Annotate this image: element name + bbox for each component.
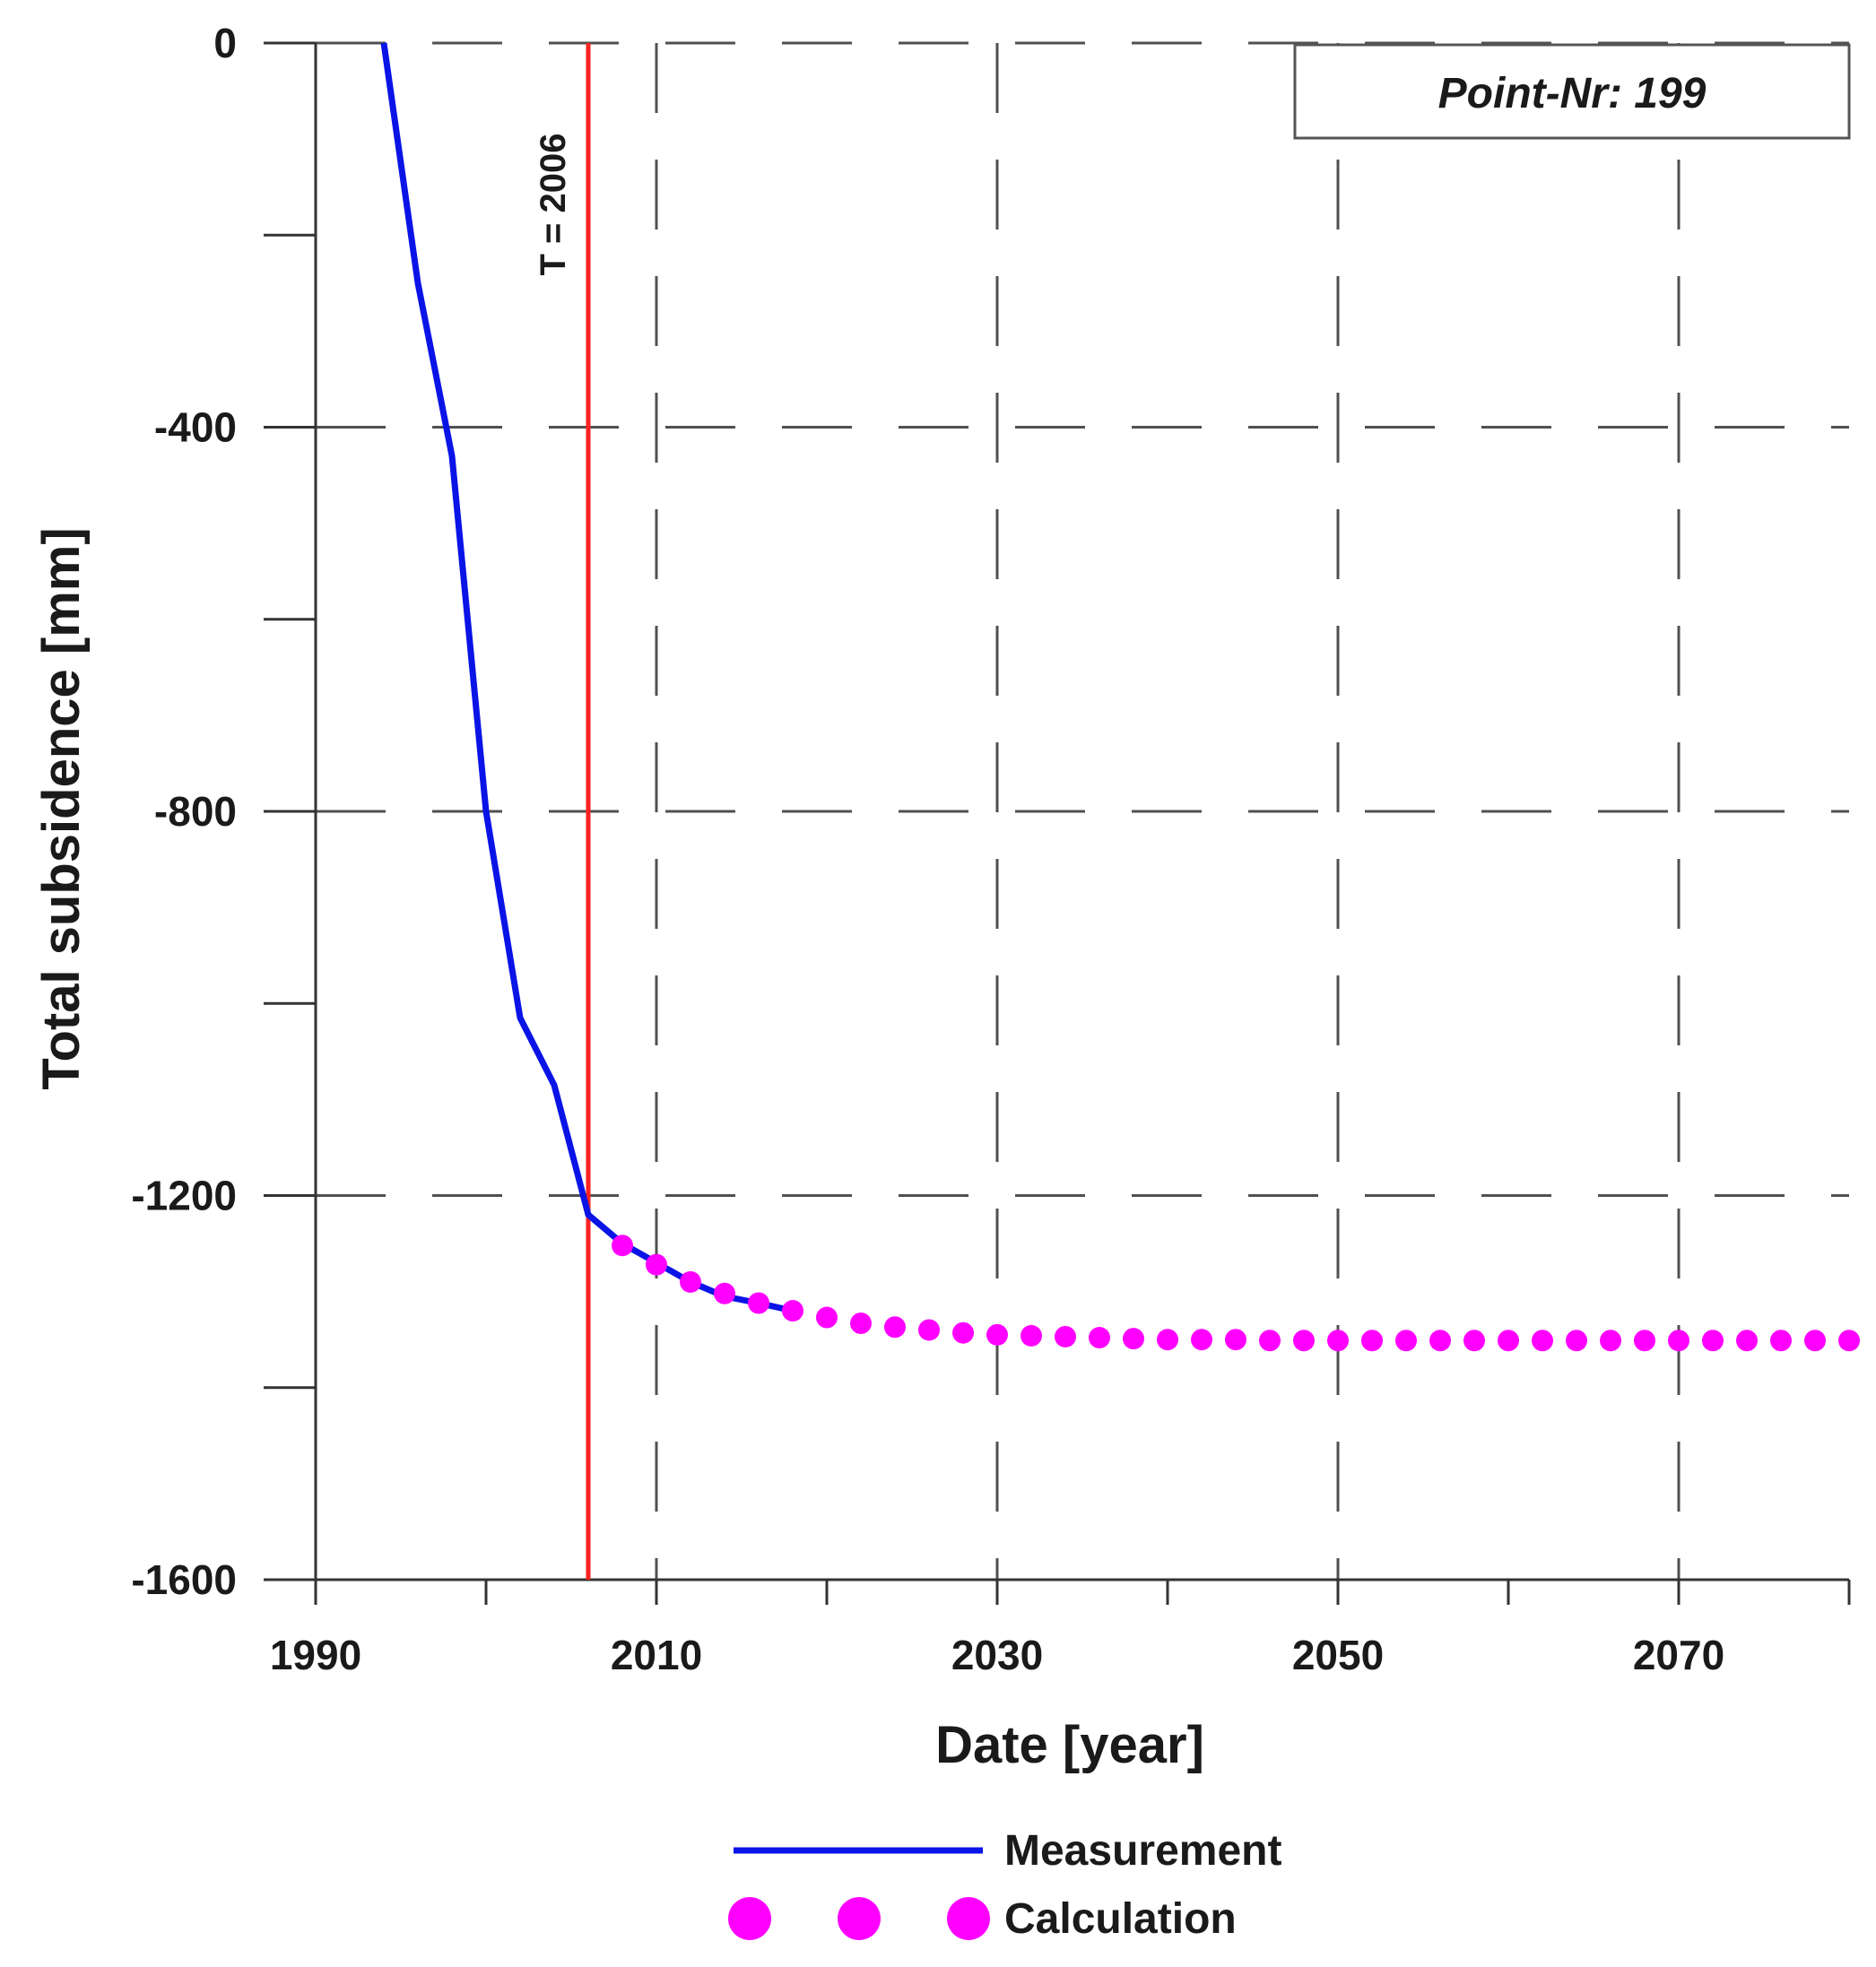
calculation-point [816, 1306, 838, 1329]
legend-item-calculation: Calculation [728, 1895, 1237, 1943]
calculation-point [680, 1270, 701, 1293]
calculation-point [1089, 1327, 1110, 1349]
y-tick-label: -800 [154, 788, 237, 835]
calculation-point [850, 1312, 872, 1334]
calculation-point [748, 1292, 769, 1314]
calculation-point [1429, 1330, 1451, 1352]
legend-item-measurement: Measurement [734, 1827, 1281, 1875]
x-tick-label: 1990 [270, 1632, 361, 1678]
legend-label-calculation: Calculation [1004, 1895, 1237, 1943]
x-tick-label: 2050 [1292, 1632, 1384, 1678]
calculation-point [714, 1282, 735, 1304]
y-axis-title: Total subsidence [mm] [32, 527, 91, 1089]
legend-swatch-calculation-dot [947, 1897, 990, 1940]
calculation-point [782, 1300, 803, 1322]
series-layer [380, 42, 1860, 1352]
calculation-point [1021, 1324, 1042, 1347]
calculation-point [884, 1316, 906, 1339]
legend-label-measurement: Measurement [1004, 1827, 1281, 1875]
x-tick-label: 2030 [951, 1632, 1043, 1678]
x-axis-title: Date [year] [935, 1716, 1204, 1774]
calculation-point [1293, 1330, 1315, 1352]
calculation-point [1327, 1330, 1349, 1352]
legend-swatch-calculation-dot [838, 1897, 881, 1940]
calculation-point [952, 1321, 974, 1344]
calculation-point [1566, 1330, 1587, 1352]
y-tick-label: 0 [213, 20, 237, 66]
calculation-point [1463, 1330, 1485, 1352]
calculation-point [1600, 1330, 1621, 1352]
legend: Measurement Calculation [728, 1827, 1281, 1943]
calculation-point [986, 1323, 1008, 1346]
calculation-point [1736, 1330, 1758, 1352]
x-tick-label: 2010 [611, 1632, 702, 1678]
calculation-point [1191, 1329, 1212, 1351]
calculation-point [646, 1253, 667, 1276]
axes [264, 41, 1851, 1605]
y-tick-label: -400 [154, 404, 237, 451]
annotation-layer: T = 2006 [534, 43, 591, 1580]
calculation-point [1055, 1325, 1076, 1347]
x-tick-label: 2070 [1633, 1632, 1724, 1678]
info-box-label: Point-Nr: 199 [1438, 70, 1707, 117]
calculation-point [1225, 1329, 1246, 1351]
calculation-point [1498, 1330, 1519, 1352]
calculation-point [1838, 1330, 1860, 1352]
calculation-point [1532, 1330, 1553, 1352]
y-tick-label: -1600 [131, 1556, 237, 1603]
calculation-point [612, 1235, 633, 1257]
calculation-point [1259, 1330, 1281, 1352]
calculation-point [1361, 1330, 1383, 1352]
calculation-point [1702, 1330, 1724, 1352]
legend-swatch-calculation-dot [728, 1897, 771, 1940]
calculation-point [1770, 1330, 1792, 1352]
info-box: Point-Nr: 199 [1293, 43, 1851, 140]
marker-label-t2006: T = 2006 [534, 133, 573, 275]
calculation-point [918, 1319, 940, 1341]
calculation-point [1157, 1329, 1178, 1351]
calculation-point [1804, 1330, 1826, 1352]
calculation-point [1668, 1330, 1689, 1352]
calculation-point [1123, 1328, 1144, 1350]
calculation-point [1634, 1330, 1655, 1352]
tick-labels: 0 -400 -800 -1200 -1600 1990 2010 2030 2050 2070 [131, 20, 1724, 1678]
calculation-point [1395, 1330, 1417, 1352]
grid-lines [316, 41, 1849, 1580]
y-tick-label: -1200 [131, 1173, 237, 1219]
